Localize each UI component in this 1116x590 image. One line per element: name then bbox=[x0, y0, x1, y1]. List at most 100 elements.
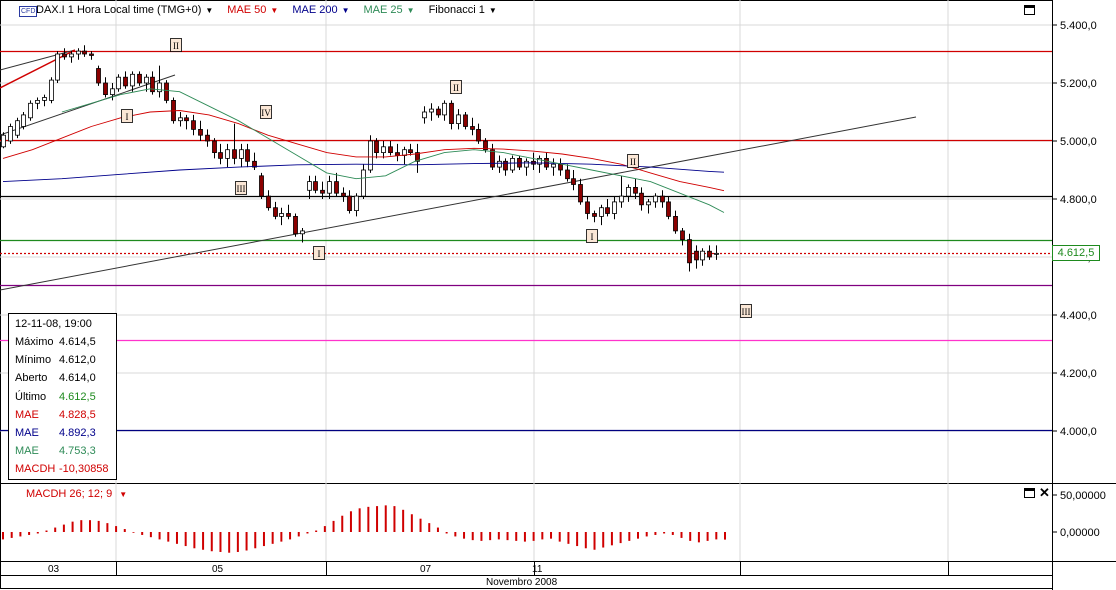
day-label: 07 bbox=[420, 564, 432, 575]
candle-body bbox=[341, 192, 346, 197]
candle-body bbox=[334, 181, 339, 194]
wave-label: III bbox=[742, 307, 751, 317]
wave-label: III bbox=[237, 184, 246, 194]
candle-body bbox=[21, 114, 26, 127]
moving-average-line bbox=[2, 162, 725, 183]
candle-body bbox=[116, 76, 121, 90]
candle-body bbox=[218, 152, 223, 159]
instrument-label: DAX.I 1 Hora Local time (TMG+0) bbox=[36, 4, 202, 16]
info-row: MAE 4.753,3 bbox=[15, 445, 115, 459]
candle-body bbox=[55, 53, 60, 81]
instrument-selector[interactable]: CFD DAX.I 1 Hora Local time (TMG+0) ▼ bbox=[19, 4, 213, 17]
wave-label: I bbox=[126, 112, 129, 122]
candle-body bbox=[157, 82, 162, 93]
candle-body bbox=[470, 126, 475, 130]
info-row: MAE 4.828,5 bbox=[15, 409, 115, 423]
candle-body bbox=[483, 140, 488, 151]
candle-body bbox=[15, 120, 20, 136]
info-row: Mínimo 4.612,0 bbox=[15, 354, 115, 368]
dropdown-arrow-icon: ▼ bbox=[270, 5, 279, 15]
candle-body bbox=[463, 114, 468, 127]
candle-body bbox=[388, 146, 393, 154]
indicator-label: MAE 50 bbox=[227, 4, 267, 16]
indicator-label: MAE 200 bbox=[292, 4, 338, 16]
candle-body bbox=[592, 213, 597, 217]
candle-body bbox=[273, 207, 278, 217]
candle-body bbox=[585, 201, 590, 214]
candle-body bbox=[130, 73, 135, 87]
candle-body bbox=[368, 140, 373, 171]
indicator-fibonacci[interactable]: Fibonacci 1 ▼ bbox=[429, 4, 497, 16]
month-label: Novembro 2008 bbox=[486, 577, 558, 588]
info-value: 4.614,5 bbox=[59, 336, 96, 348]
indicator-label: MAE 25 bbox=[363, 4, 403, 16]
candle-body bbox=[619, 195, 624, 203]
candle-body bbox=[144, 76, 149, 84]
candle-body bbox=[687, 239, 692, 264]
candle-body bbox=[381, 146, 386, 154]
candle-body bbox=[551, 163, 556, 168]
candle-body bbox=[286, 213, 291, 217]
indicator-mae-50[interactable]: MAE 50 ▼ bbox=[227, 4, 278, 16]
ytick-label: 5.000,0 bbox=[1060, 136, 1097, 148]
candle-body bbox=[191, 120, 196, 130]
dropdown-arrow-icon: ▼ bbox=[488, 5, 497, 15]
day-label: 11 bbox=[532, 564, 543, 575]
candle-body bbox=[415, 152, 420, 162]
candle-body bbox=[96, 68, 101, 84]
cfd-badge: CFD bbox=[19, 6, 38, 17]
candle-body bbox=[150, 76, 155, 93]
maximize-macd-button[interactable] bbox=[1024, 488, 1035, 498]
candle-body bbox=[666, 201, 671, 217]
candle-body bbox=[565, 169, 570, 180]
last-price-tag: 4.612,5 bbox=[1052, 245, 1100, 261]
candle-body bbox=[558, 163, 563, 171]
indicator-mae-25[interactable]: MAE 25 ▼ bbox=[364, 4, 415, 16]
macd-ytick-label: 50,00000 bbox=[1060, 490, 1106, 502]
info-row: MAE 4.892,3 bbox=[15, 427, 115, 441]
candle-body bbox=[62, 53, 67, 58]
candle-body bbox=[476, 128, 481, 142]
ytick-label: 5.400,0 bbox=[1060, 20, 1097, 32]
wave-label-box bbox=[627, 154, 639, 168]
candle-body bbox=[639, 192, 644, 206]
candle-body bbox=[653, 195, 658, 203]
wave-label: II bbox=[630, 157, 636, 167]
candle-body bbox=[123, 76, 128, 87]
candle-body bbox=[76, 50, 81, 55]
candle-body bbox=[361, 169, 366, 197]
info-label: MAE bbox=[15, 408, 39, 421]
candle-body bbox=[510, 157, 515, 171]
wave-label-box bbox=[450, 80, 462, 94]
candle-body bbox=[490, 149, 495, 168]
candle-body bbox=[239, 149, 244, 159]
wave-label-box bbox=[235, 181, 247, 195]
info-value: -10,30858 bbox=[59, 463, 109, 476]
trendline bbox=[0, 74, 176, 136]
info-label: Último bbox=[15, 390, 47, 403]
info-label: MAE bbox=[15, 445, 39, 458]
candle-body bbox=[571, 178, 576, 185]
info-label: Aberto bbox=[15, 372, 48, 385]
indicator-mae-200[interactable]: MAE 200 ▼ bbox=[292, 4, 349, 16]
candle-body bbox=[503, 160, 508, 171]
candle-body bbox=[626, 186, 631, 197]
candle-body bbox=[599, 207, 604, 217]
close-macd-icon[interactable]: ✕ bbox=[1039, 485, 1050, 500]
candle-body bbox=[178, 117, 183, 122]
candle-body bbox=[694, 250, 699, 261]
candle-body bbox=[225, 149, 230, 159]
candle-body bbox=[279, 213, 284, 217]
trendline bbox=[0, 49, 76, 71]
candle-body bbox=[103, 82, 108, 95]
maximize-main-button[interactable] bbox=[1024, 5, 1035, 15]
candle-body bbox=[456, 114, 461, 125]
candle-body bbox=[714, 252, 719, 255]
macd-indicator-label[interactable]: MACDH 26; 12; 9 ▼ bbox=[26, 488, 127, 500]
info-row: MACDH -10,30858 bbox=[15, 463, 115, 477]
dropdown-arrow-icon: ▼ bbox=[406, 5, 415, 15]
candle-body bbox=[300, 230, 305, 235]
info-label: Mínimo bbox=[15, 354, 52, 367]
candle-body bbox=[354, 195, 359, 212]
